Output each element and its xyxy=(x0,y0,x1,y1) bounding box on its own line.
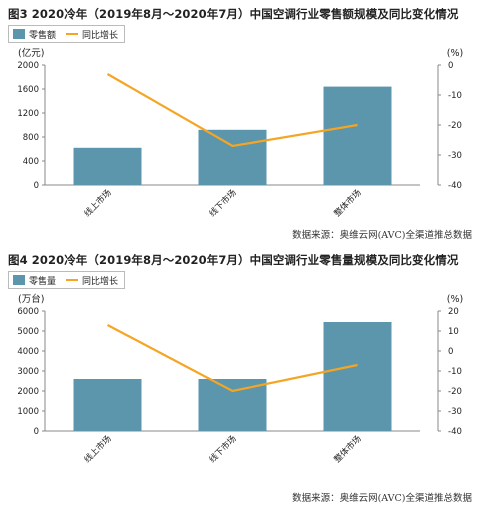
y2-tick-label: -10 xyxy=(448,91,462,101)
y2-axis-label: (%) xyxy=(447,294,463,305)
y-tick-label: 1200 xyxy=(17,109,39,119)
y2-tick-label: -10 xyxy=(448,367,462,377)
y2-tick-label: -40 xyxy=(448,181,462,191)
chart-legend: 零售量 同比增长 xyxy=(8,271,126,289)
chart-title: 图3 2020冷年（2019年8月～2020年7月）中国空调行业零售额规模及同比… xyxy=(8,7,459,21)
line-series xyxy=(106,324,358,393)
y-tick-label: 3000 xyxy=(17,367,39,377)
y2-tick-label: -30 xyxy=(448,151,462,161)
y2-tick-label: 10 xyxy=(448,327,459,337)
x-tick-label: 整体市场 xyxy=(332,433,364,465)
y2-tick-label: 20 xyxy=(448,307,459,317)
y2-tick-label: 0 xyxy=(448,61,453,71)
y2-tick-label: -40 xyxy=(448,427,462,437)
bar xyxy=(198,129,267,185)
bar xyxy=(198,379,267,431)
chart-legend: 零售额 同比增长 xyxy=(8,25,126,43)
y2-tick-label: -20 xyxy=(448,387,462,397)
legend-bar-swatch xyxy=(13,29,25,39)
y2-axis-label: (%) xyxy=(447,48,463,59)
bar xyxy=(73,147,142,185)
legend-line-swatch xyxy=(66,279,79,281)
legend-bar-label: 零售量 xyxy=(29,276,57,287)
y-tick-label: 6000 xyxy=(17,307,39,317)
x-tick-label: 线上市场 xyxy=(82,433,114,465)
chart-source: 数据来源：奥维云网(AVC)全渠道推总数据 xyxy=(292,493,472,504)
x-tick-label: 线下市场 xyxy=(207,433,239,465)
legend-bar-swatch xyxy=(13,275,25,285)
y-tick-label: 5000 xyxy=(17,327,39,337)
y-tick-label: 400 xyxy=(23,157,39,167)
y2-tick-label: -30 xyxy=(448,407,462,417)
legend-line-label: 同比增长 xyxy=(82,30,119,41)
bar xyxy=(73,379,142,431)
chart-plot: (亿元) (%) 0 400 800 1200 1600 2000 0 -10 -20 -30 -40 线… xyxy=(17,47,463,219)
chart-title: 图4 2020冷年（2019年8月～2020年7月）中国空调行业零售量规模及同比… xyxy=(8,253,459,267)
y-tick-label: 1000 xyxy=(17,407,39,417)
x-tick-label: 线下市场 xyxy=(207,187,239,219)
legend-line-label: 同比增长 xyxy=(82,276,119,287)
chart-plot: (万台) (%) 0 1000 2000 3000 4000 5000 6000 20 10 0 -10… xyxy=(17,293,463,465)
y-tick-label: 0 xyxy=(34,427,39,437)
y-tick-label: 0 xyxy=(34,181,39,191)
y-axis-label: (万台) xyxy=(18,293,44,305)
y-tick-label: 800 xyxy=(23,133,39,143)
y-axis-label: (亿元) xyxy=(18,47,44,59)
bar xyxy=(323,86,392,185)
legend-line-swatch xyxy=(66,33,79,35)
y-tick-label: 2000 xyxy=(17,387,39,397)
y2-tick-label: 0 xyxy=(448,347,453,357)
x-tick-label: 整体市场 xyxy=(332,187,364,219)
y2-tick-label: -20 xyxy=(448,121,462,131)
bar xyxy=(323,322,392,431)
y-tick-label: 4000 xyxy=(17,347,39,357)
legend-bar-label: 零售额 xyxy=(29,30,57,41)
y-tick-label: 1600 xyxy=(17,85,39,95)
x-tick-label: 线上市场 xyxy=(82,187,114,219)
chart-source: 数据来源：奥维云网(AVC)全渠道推总数据 xyxy=(292,230,472,241)
line-series xyxy=(106,73,358,148)
y-tick-label: 2000 xyxy=(17,61,39,71)
